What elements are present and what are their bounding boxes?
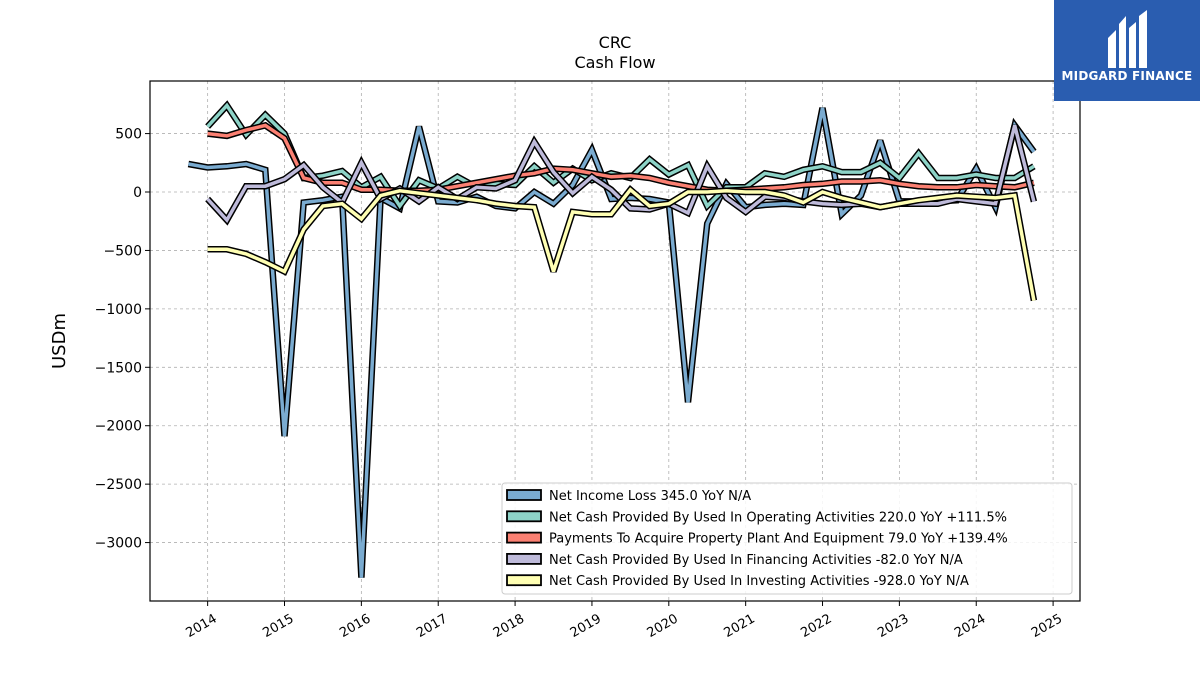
legend-swatch <box>506 553 542 565</box>
x-tick-label: 2015 <box>260 611 296 641</box>
y-tick-label: −1000 <box>95 302 142 318</box>
chart-title: CRC <box>599 33 632 52</box>
series-layer <box>187 100 1038 578</box>
legend-label: Net Income Loss 345.0 YoY N/A <box>549 489 751 504</box>
legend-label: Payments To Acquire Property Plant And E… <box>549 532 1008 547</box>
x-tick-label: 2021 <box>722 611 758 641</box>
legend-entry-4: Net Cash Provided By Used In Financing A… <box>506 553 963 568</box>
x-tick-label: 2019 <box>568 611 604 641</box>
x-tick-label: 2016 <box>337 611 373 641</box>
logo-text: MIDGARD FINANCE <box>1061 69 1193 83</box>
y-axis-label: USDm <box>49 313 70 369</box>
x-tick-label: 2023 <box>875 611 911 641</box>
legend-swatch <box>506 510 542 523</box>
y-tick-label: −2000 <box>95 419 142 435</box>
x-tick-label: 2018 <box>491 611 527 641</box>
x-tick-label: 2017 <box>414 611 450 641</box>
legend-label: Net Cash Provided By Used In Operating A… <box>549 510 1007 525</box>
x-tick-label: 2022 <box>798 611 834 641</box>
y-tick-label: −1500 <box>95 360 142 376</box>
chart-subtitle: Cash Flow <box>574 53 655 72</box>
y-tick-label: 500 <box>115 127 142 143</box>
y-tick-label: −2500 <box>95 477 142 493</box>
legend-entry-5: Net Cash Provided By Used In Investing A… <box>506 574 969 589</box>
legend-frame <box>501 482 1073 595</box>
plot-frame <box>149 80 1081 602</box>
series-3 <box>207 121 1035 195</box>
midgard-finance-logo: MIDGARD FINANCE <box>1054 0 1200 101</box>
y-axis: 500 0 −500 −1000 −1500 −2000 −2500 −3000 <box>95 127 150 552</box>
legend-label: Net Cash Provided By Used In Financing A… <box>549 553 963 568</box>
series-5-line <box>207 187 1036 301</box>
legend-label: Net Cash Provided By Used In Investing A… <box>549 574 969 589</box>
x-tick-label: 2014 <box>183 611 219 641</box>
legend-swatch <box>506 574 542 587</box>
legend-entry-2: Net Cash Provided By Used In Operating A… <box>506 510 1007 525</box>
x-axis: 2014 2015 2016 2017 2018 2019 2020 2021 2022 2023… <box>183 601 1065 641</box>
legend-entry-3: Payments To Acquire Property Plant And E… <box>506 531 1008 547</box>
midgard-logo-icon <box>1108 10 1147 68</box>
legend-entry-1: Net Income Loss 345.0 YoY N/A <box>506 489 751 504</box>
x-tick-label: 2020 <box>645 611 681 641</box>
x-tick-label: 2025 <box>1029 611 1065 641</box>
x-tick-label: 2024 <box>952 611 988 641</box>
y-tick-label: −500 <box>104 243 142 259</box>
y-tick-label: −3000 <box>95 536 142 552</box>
legend-swatch <box>506 489 542 501</box>
legend: Net Income Loss 345.0 YoY N/A Net Cash Pr… <box>501 482 1073 595</box>
series-3-line <box>207 123 1035 193</box>
series-5 <box>207 185 1038 302</box>
y-tick-label: 0 <box>133 185 142 201</box>
legend-swatch <box>506 531 542 544</box>
